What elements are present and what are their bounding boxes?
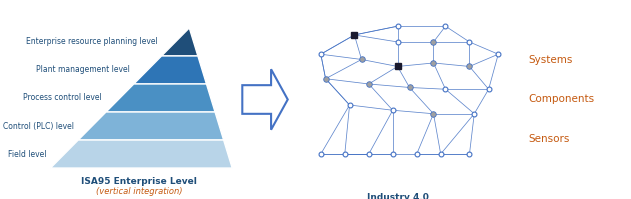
Text: Components: Components — [529, 95, 595, 104]
Text: Process control level: Process control level — [23, 94, 102, 102]
Text: Industry 4.0: Industry 4.0 — [367, 193, 428, 199]
Text: Systems: Systems — [529, 56, 573, 65]
Text: ISA95 Enterprise Level: ISA95 Enterprise Level — [81, 177, 197, 186]
Text: Control (PLC) level: Control (PLC) level — [3, 122, 74, 131]
Polygon shape — [242, 69, 288, 130]
Text: Enterprise resource planning level: Enterprise resource planning level — [26, 37, 158, 46]
Polygon shape — [78, 112, 223, 140]
Text: Plant management level: Plant management level — [36, 65, 130, 74]
Polygon shape — [50, 140, 232, 168]
Polygon shape — [134, 56, 206, 84]
Text: Field level: Field level — [8, 149, 47, 159]
Polygon shape — [162, 28, 198, 56]
Polygon shape — [106, 84, 215, 112]
Text: (vertical integration): (vertical integration) — [95, 187, 182, 196]
Text: Sensors: Sensors — [529, 134, 570, 143]
